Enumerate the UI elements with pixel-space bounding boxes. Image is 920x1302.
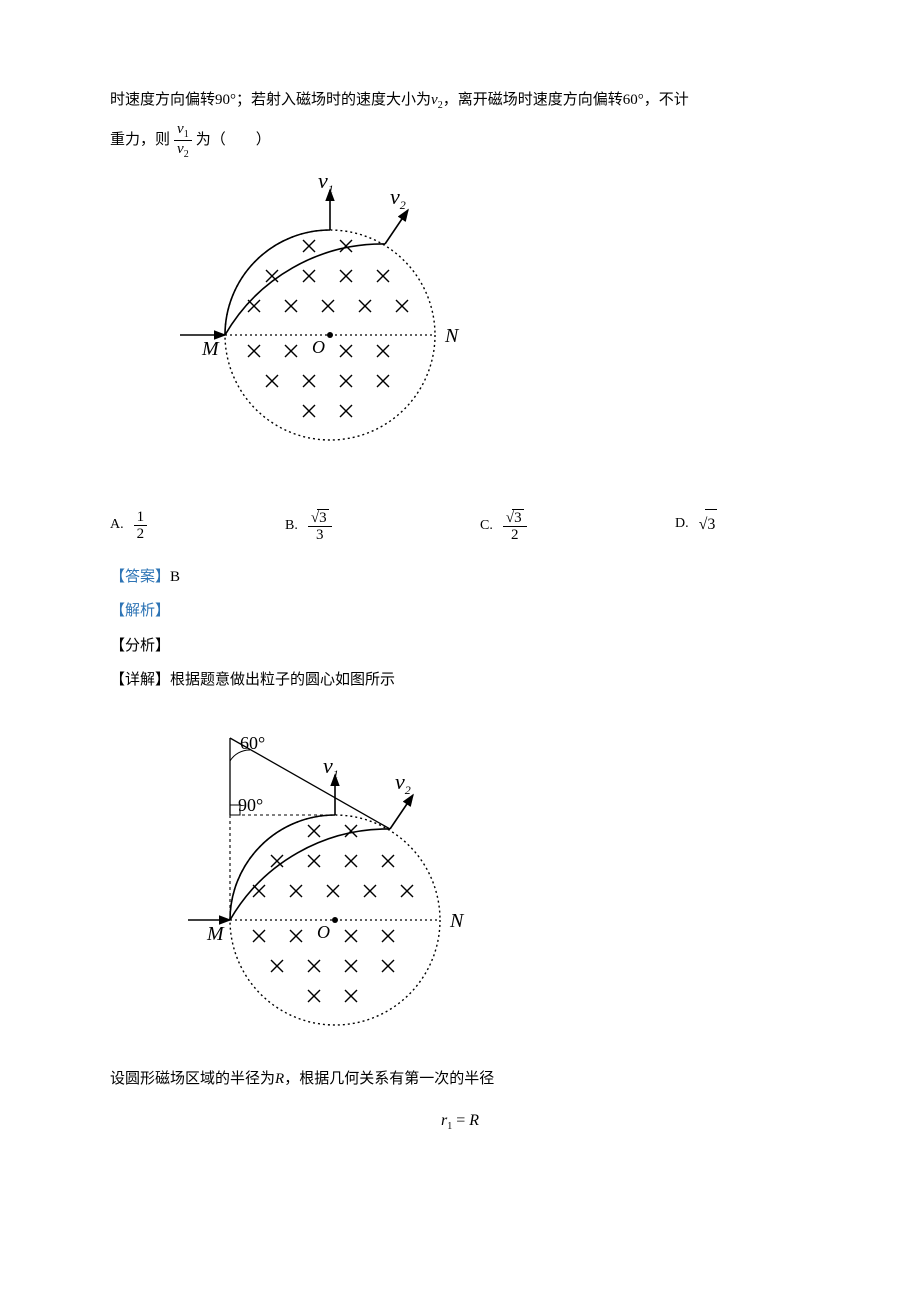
- q2-a: 重力，则: [110, 126, 170, 155]
- equation-r1: r1 = R: [110, 1106, 810, 1136]
- figure-2: M N O 90° 60° v1 v2: [180, 705, 810, 1056]
- q1-d: ，不计: [644, 92, 689, 108]
- answer-value: B: [170, 569, 180, 585]
- text-after-fig2: 设圆形磁场区域的半径为R，根据几何关系有第一次的半径: [110, 1065, 810, 1094]
- svg-text:N: N: [444, 325, 460, 347]
- svg-text:O: O: [312, 337, 325, 357]
- q1-deg1: 90°: [215, 92, 236, 108]
- svg-text:O: O: [317, 922, 330, 942]
- jiexi-label: 【解析】: [110, 597, 810, 626]
- svg-text:60°: 60°: [240, 733, 265, 753]
- option-c: C. √3 2: [480, 509, 527, 544]
- svg-text:90°: 90°: [238, 795, 263, 815]
- svg-text:M: M: [206, 923, 225, 945]
- option-c-value: √3 2: [503, 509, 527, 544]
- option-a: A. 1 2: [110, 509, 147, 543]
- svg-text:v1: v1: [323, 753, 339, 781]
- option-b-value: √3 3: [308, 509, 332, 544]
- svg-text:v2: v2: [395, 769, 411, 797]
- options-row: A. 1 2 B. √3 3 C. √3 2 D. √3: [110, 509, 810, 553]
- svg-text:M: M: [201, 338, 220, 360]
- q2-b: 为（ ）: [196, 126, 271, 155]
- question-line-1: 时速度方向偏转90°；若射入磁场时的速度大小为v2，离开磁场时速度方向偏转60°…: [110, 86, 810, 115]
- option-a-value: 1 2: [134, 509, 148, 543]
- q1-a: 时速度方向偏转: [110, 92, 215, 108]
- q1-b: ；若射入磁场时的速度大小为: [236, 92, 431, 108]
- svg-text:N: N: [449, 910, 465, 932]
- q1-v2: v: [431, 92, 438, 108]
- option-b: B. √3 3: [285, 509, 332, 544]
- question-line-2: 重力，则 v1 v2 为（ ）: [110, 121, 810, 160]
- option-d-value: √3: [699, 509, 718, 540]
- q1-deg2: 60°: [623, 92, 644, 108]
- xiangjie-line: 【详解】根据题意做出粒子的圆心如图所示: [110, 666, 810, 695]
- q2-frac: v1 v2: [174, 121, 192, 160]
- answer-line: 【答案】B: [110, 563, 810, 592]
- fenxi-label: 【分析】: [110, 632, 810, 661]
- svg-text:v2: v2: [390, 184, 406, 212]
- answer-label: 【答案】: [110, 569, 170, 585]
- figure-1: M N O v1 v2: [180, 170, 810, 491]
- option-d: D. √3: [675, 509, 717, 540]
- svg-text:v1: v1: [318, 170, 334, 196]
- q1-c: ，离开磁场时速度方向偏转: [443, 92, 623, 108]
